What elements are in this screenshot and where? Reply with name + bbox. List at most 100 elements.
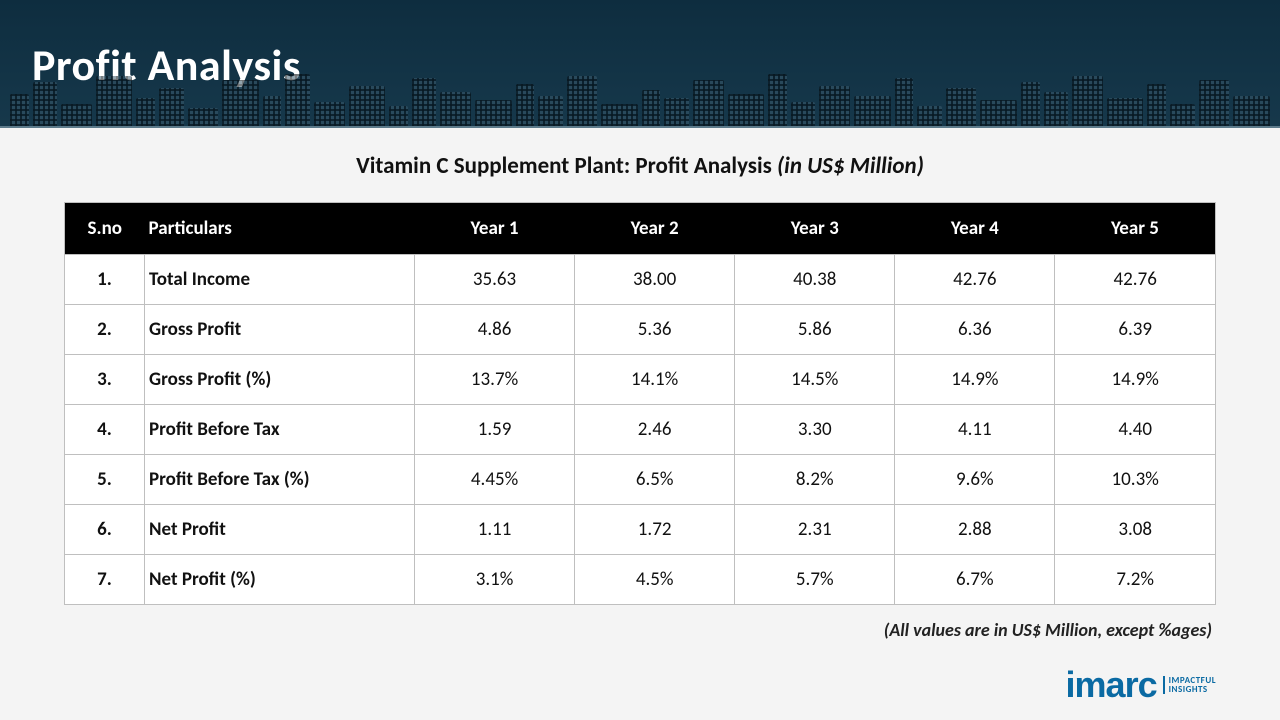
- cell-y4: 14.9%: [895, 355, 1055, 405]
- cell-y1: 1.11: [415, 505, 575, 555]
- table-row: 2.Gross Profit4.865.365.866.366.39: [65, 305, 1216, 355]
- skyline-building: [136, 98, 155, 126]
- cell-y3: 5.86: [735, 305, 895, 355]
- cell-y4: 4.11: [895, 405, 1055, 455]
- profit-table: S.no Particulars Year 1 Year 2 Year 3 Ye…: [64, 202, 1216, 605]
- logo-tagline-l2: INSIGHTS: [1169, 684, 1208, 695]
- cell-y4: 2.88: [895, 505, 1055, 555]
- skyline-building: [980, 100, 1017, 126]
- table-title: Vitamin C Supplement Plant: Profit Analy…: [64, 152, 1216, 180]
- cell-particulars: Gross Profit: [145, 305, 415, 355]
- skyline-building: [917, 106, 942, 126]
- skyline-building: [1021, 82, 1040, 126]
- skyline-building: [664, 98, 689, 126]
- cell-y2: 38.00: [575, 255, 735, 305]
- skyline-building: [475, 100, 512, 126]
- table-title-text: Vitamin C Supplement Plant: Profit Analy…: [356, 152, 777, 180]
- cell-particulars: Net Profit: [145, 505, 415, 555]
- skyline-building: [33, 82, 58, 126]
- cell-y5: 7.2%: [1055, 555, 1216, 605]
- skyline-building: [1107, 98, 1144, 126]
- content-area: Vitamin C Supplement Plant: Profit Analy…: [0, 128, 1280, 720]
- cell-y4: 6.36: [895, 305, 1055, 355]
- skyline-building: [285, 74, 310, 126]
- skyline-building: [693, 80, 724, 126]
- cell-particulars: Profit Before Tax: [145, 405, 415, 455]
- cell-sno: 6.: [65, 505, 145, 555]
- header-banner: Profit Analysis: [0, 0, 1280, 128]
- cell-y2: 6.5%: [575, 455, 735, 505]
- cell-y1: 13.7%: [415, 355, 575, 405]
- table-title-unit: (in US$ Million): [777, 152, 924, 180]
- skyline-building: [819, 86, 850, 126]
- skyline-building: [768, 74, 787, 126]
- cell-particulars: Gross Profit (%): [145, 355, 415, 405]
- cell-y3: 2.31: [735, 505, 895, 555]
- cell-y1: 3.1%: [415, 555, 575, 605]
- skyline-building: [314, 102, 345, 126]
- skyline-building: [1044, 92, 1069, 126]
- table-row: 3.Gross Profit (%)13.7%14.1%14.5%14.9%14…: [65, 355, 1216, 405]
- cell-y2: 1.72: [575, 505, 735, 555]
- col-year2: Year 2: [575, 203, 735, 255]
- footnote: (All values are in US$ Million, except %…: [64, 619, 1216, 641]
- skyline-building: [61, 104, 92, 126]
- cell-sno: 5.: [65, 455, 145, 505]
- cell-y1: 35.63: [415, 255, 575, 305]
- col-year5: Year 5: [1055, 203, 1216, 255]
- table-row: 7.Net Profit (%)3.1%4.5%5.7%6.7%7.2%: [65, 555, 1216, 605]
- skyline-building: [1170, 104, 1195, 126]
- table-header-row: S.no Particulars Year 1 Year 2 Year 3 Ye…: [65, 203, 1216, 255]
- cell-y5: 10.3%: [1055, 455, 1216, 505]
- cell-y1: 4.45%: [415, 455, 575, 505]
- cell-sno: 7.: [65, 555, 145, 605]
- skyline-building: [895, 78, 914, 126]
- cell-particulars: Net Profit (%): [145, 555, 415, 605]
- cell-sno: 4.: [65, 405, 145, 455]
- cell-y3: 3.30: [735, 405, 895, 455]
- cell-y2: 4.5%: [575, 555, 735, 605]
- cell-y5: 3.08: [1055, 505, 1216, 555]
- cell-y5: 14.9%: [1055, 355, 1216, 405]
- table-row: 6.Net Profit1.111.722.312.883.08: [65, 505, 1216, 555]
- cell-y2: 14.1%: [575, 355, 735, 405]
- skyline-building: [854, 96, 891, 126]
- cell-particulars: Profit Before Tax (%): [145, 455, 415, 505]
- cell-y5: 6.39: [1055, 305, 1216, 355]
- skyline-building: [946, 88, 977, 126]
- table-row: 5.Profit Before Tax (%)4.45%6.5%8.2%9.6%…: [65, 455, 1216, 505]
- skyline-building: [728, 94, 765, 126]
- skyline-building: [159, 88, 184, 126]
- col-year1: Year 1: [415, 203, 575, 255]
- cell-particulars: Total Income: [145, 255, 415, 305]
- skyline-building: [538, 96, 563, 126]
- cell-y1: 4.86: [415, 305, 575, 355]
- cell-y4: 9.6%: [895, 455, 1055, 505]
- skyline-building: [791, 102, 816, 126]
- cell-y2: 2.46: [575, 405, 735, 455]
- col-sno: S.no: [65, 203, 145, 255]
- cell-y5: 42.76: [1055, 255, 1216, 305]
- cell-y3: 8.2%: [735, 455, 895, 505]
- skyline-building: [188, 108, 219, 126]
- logo-wordmark: imarc: [1066, 664, 1157, 706]
- skyline-decoration: [0, 71, 1280, 126]
- cell-sno: 1.: [65, 255, 145, 305]
- cell-y3: 5.7%: [735, 555, 895, 605]
- table-row: 1.Total Income35.6338.0040.3842.7642.76: [65, 255, 1216, 305]
- cell-y1: 1.59: [415, 405, 575, 455]
- col-year4: Year 4: [895, 203, 1055, 255]
- cell-y3: 14.5%: [735, 355, 895, 405]
- col-year3: Year 3: [735, 203, 895, 255]
- skyline-building: [263, 96, 282, 126]
- skyline-building: [642, 90, 661, 126]
- skyline-building: [1147, 84, 1166, 126]
- cell-sno: 3.: [65, 355, 145, 405]
- cell-y5: 4.40: [1055, 405, 1216, 455]
- cell-sno: 2.: [65, 305, 145, 355]
- cell-y3: 40.38: [735, 255, 895, 305]
- skyline-building: [516, 84, 535, 126]
- table-row: 4.Profit Before Tax1.592.463.304.114.40: [65, 405, 1216, 455]
- skyline-building: [412, 78, 437, 126]
- skyline-building: [1233, 96, 1270, 126]
